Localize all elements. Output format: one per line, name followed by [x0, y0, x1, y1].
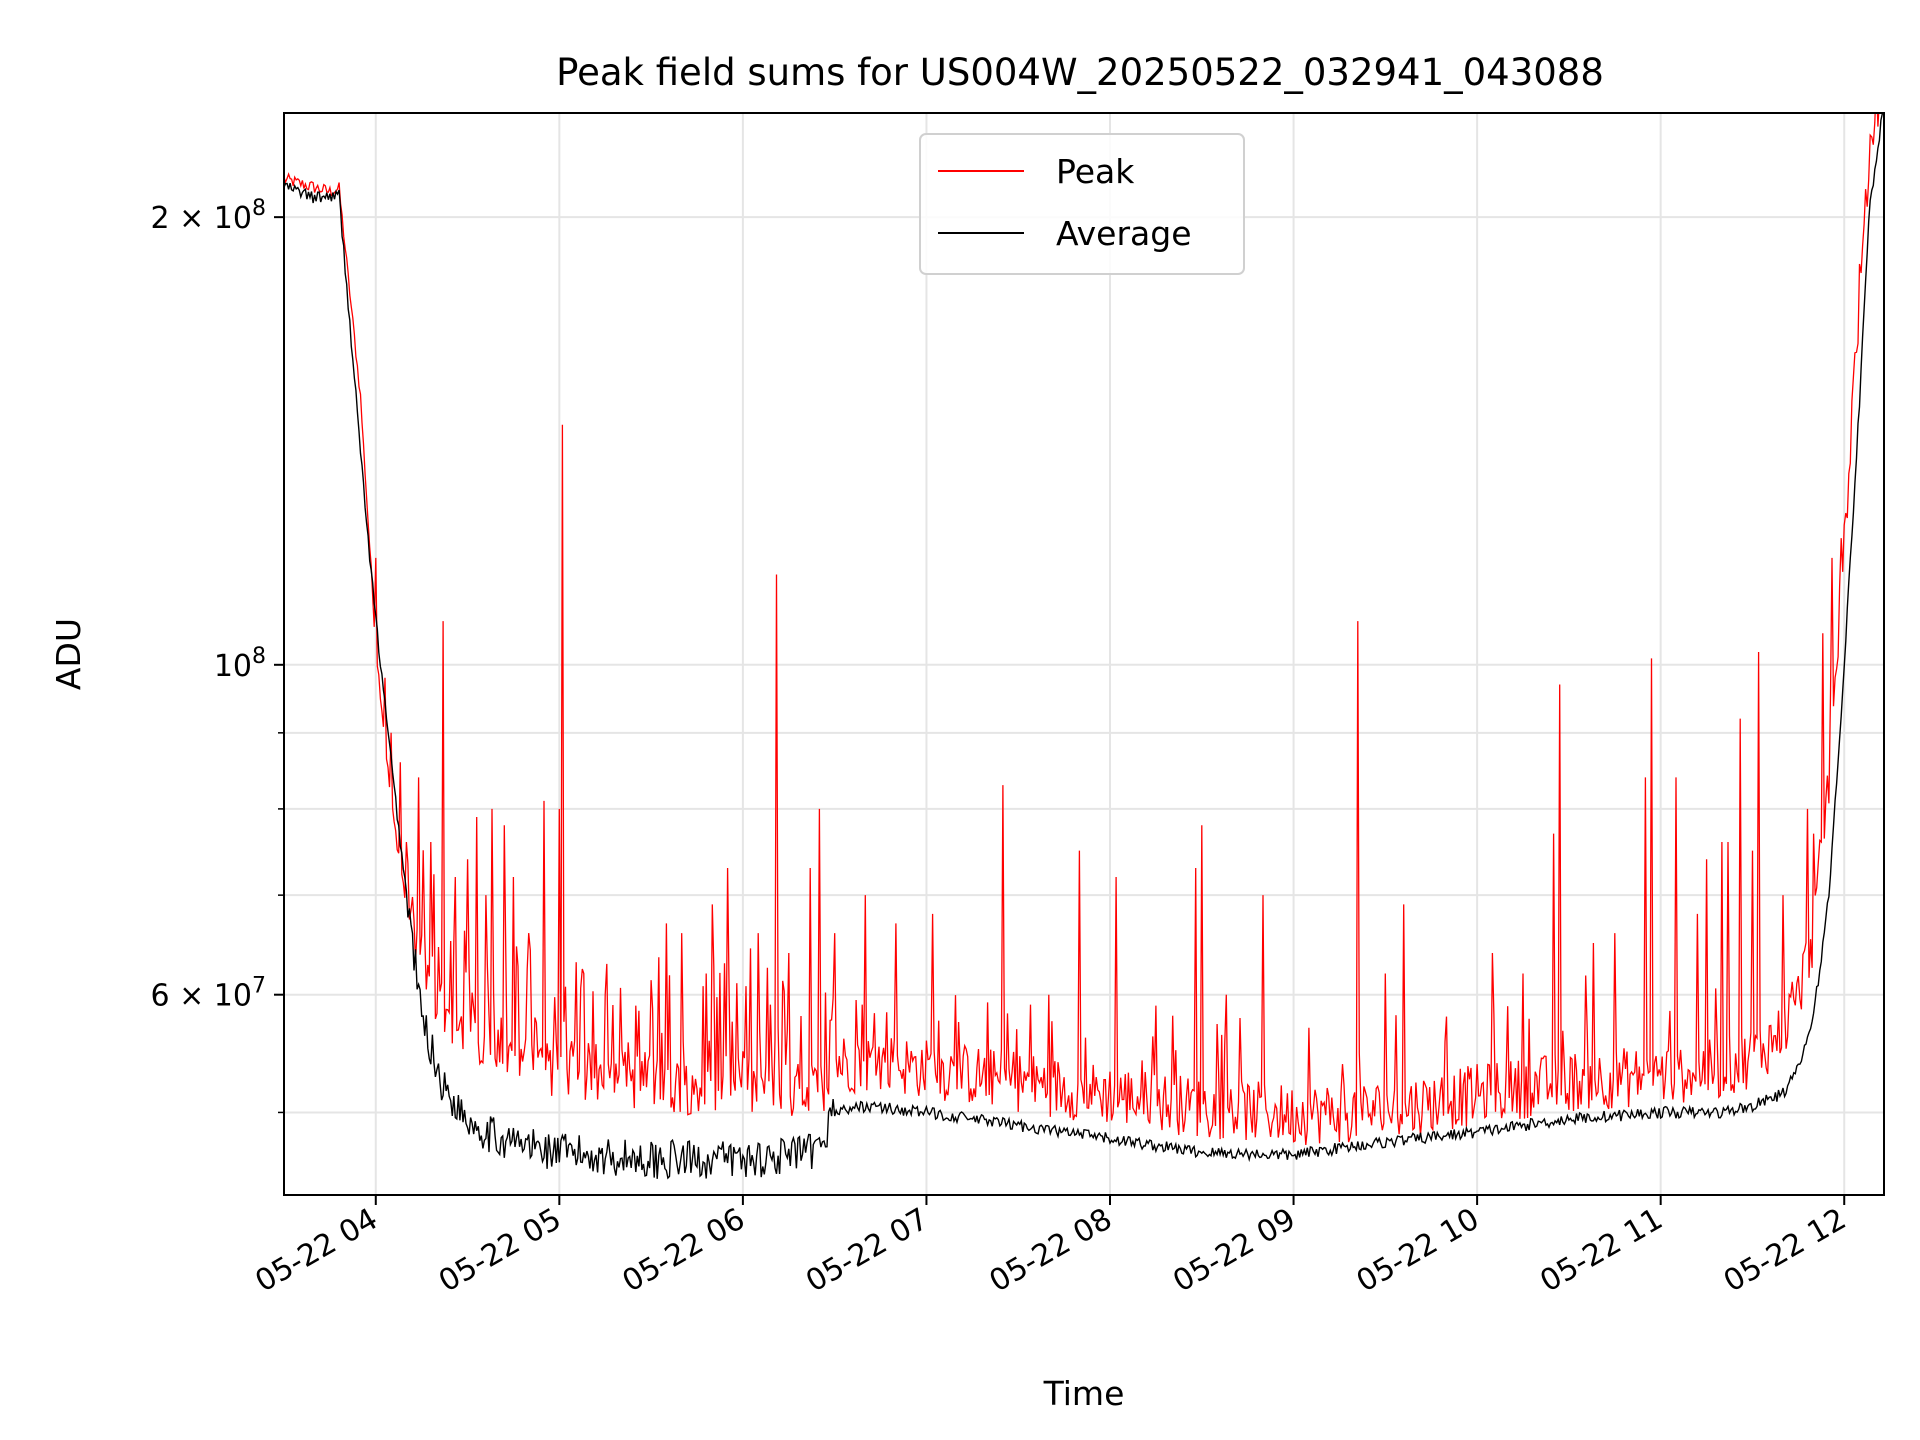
- y-tick-label: 6 × 107: [151, 974, 266, 1014]
- x-tick-label: 05-22 12: [1718, 1202, 1852, 1300]
- legend-label-average: Average: [1056, 214, 1192, 253]
- y-tick-label: 108: [214, 644, 266, 684]
- y-axis-label: ADU: [49, 618, 88, 690]
- x-axis-label: Time: [1043, 1374, 1125, 1413]
- series-line-peak: [284, 113, 1880, 1145]
- x-tick-label: 05-22 07: [800, 1202, 934, 1300]
- legend: Peak Average: [919, 133, 1245, 275]
- legend-label-peak: Peak: [1056, 152, 1135, 191]
- series-layer: [284, 113, 1884, 1180]
- plot-frame: [283, 112, 1885, 1196]
- x-tick-label: 05-22 06: [617, 1202, 751, 1300]
- x-tick-label: 05-22 08: [984, 1202, 1118, 1300]
- axes: 05-22 04 05-22 05 05-22 06 05-22 07 05-22 08…: [151, 196, 1853, 1299]
- series-line-average: [284, 113, 1884, 1180]
- chart-title: Peak field sums for US004W_20250522_0329…: [556, 51, 1604, 94]
- grid: [284, 113, 1884, 1195]
- x-tick-label: 05-22 05: [433, 1202, 567, 1300]
- x-tick-label: 05-22 10: [1351, 1202, 1485, 1300]
- x-tick-label: 05-22 11: [1534, 1202, 1668, 1300]
- y-tick-label: 2 × 108: [151, 196, 266, 236]
- x-tick-label: 05-22 04: [249, 1202, 383, 1300]
- legend-box: [919, 133, 1245, 275]
- x-tick-label: 05-22 09: [1167, 1202, 1301, 1300]
